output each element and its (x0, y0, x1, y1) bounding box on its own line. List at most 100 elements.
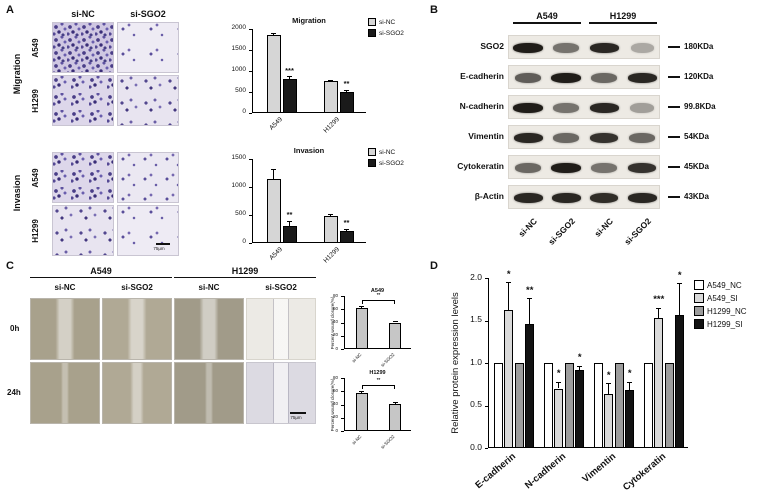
blot-band (514, 73, 542, 83)
mw-label: 54KDa (684, 132, 709, 141)
significance-marker: * (506, 268, 511, 280)
bar-A549_SI-Cytokeratin (654, 317, 664, 448)
panel-b-header-a549: A549 (513, 11, 581, 24)
legend-swatch (368, 159, 376, 167)
bar-series0-si-NC (355, 307, 368, 349)
error-bar-cap (271, 169, 276, 171)
y-tick-label: 80 (332, 374, 338, 380)
blot-strip (508, 65, 660, 89)
y-tick-label: 2.0 (470, 271, 482, 282)
blot-band (589, 133, 619, 143)
panel-a-row-label-invasion-h1299: H1299 (31, 219, 40, 243)
bar-series0-si-SGO2 (389, 322, 402, 349)
error-bar (273, 169, 274, 179)
error-bar-cap (328, 79, 333, 81)
y-tick-label: 0.5 (470, 399, 482, 410)
plot-area: *** ** (252, 29, 366, 113)
y-tick-mark (249, 159, 252, 160)
legend-item: si-SGO2 (368, 159, 404, 167)
error-bar (289, 220, 290, 226)
error-bar-cap (677, 283, 683, 285)
blot-band (630, 43, 654, 53)
error-bar-cap (287, 220, 292, 222)
blot-band (513, 133, 543, 143)
significance-marker: ** (526, 284, 534, 296)
bar-A549_NC-N-cadherin (543, 363, 553, 448)
legend-label: si-SGO2 (379, 159, 404, 167)
legend-label: si-NC (379, 18, 396, 26)
protein-label: E-cadherin (460, 71, 504, 81)
legend-swatch (368, 18, 376, 26)
blot-strip (508, 125, 660, 149)
legend-label: si-NC (379, 148, 396, 156)
protein-label: β-Actin (474, 191, 504, 201)
significance-marker: * (606, 369, 611, 381)
transwell-image-migration-h1299-si-nc (52, 75, 114, 126)
significance-marker: * (677, 269, 682, 281)
bar-A549_NC-Cytokeratin (643, 363, 653, 448)
chart-legend: si-NC si-SGO2 (368, 148, 404, 170)
blot-band (553, 43, 579, 53)
legend-label: H1299_NC (707, 306, 747, 316)
bar-A549_SI-Vimentin (604, 394, 614, 448)
bar-A549_SI-N-cadherin (554, 388, 564, 448)
blot-band (629, 133, 655, 143)
bar-si-SGO2-A549 (282, 225, 297, 243)
wound-closure-a549-bar-chart: A549 Percent wound closure(%) ** 0 20 40 60 80 s… (328, 288, 414, 368)
y-tick-mark (341, 391, 344, 393)
blot-band (627, 163, 657, 173)
panel-a-group-label-migration: Migration (12, 53, 22, 95)
error-bar-cap (392, 320, 398, 322)
transwell-image-invasion-a549-si-sgo2 (117, 152, 179, 203)
significance-marker: * (627, 368, 632, 380)
y-tick-label: 0 (242, 108, 246, 116)
significance-marker: ** (376, 292, 381, 298)
chart-title: Migration (292, 16, 326, 25)
transwell-image-invasion-h1299-si-sgo2 (117, 205, 179, 256)
mw-tick (668, 46, 680, 48)
mw-label: 120KDa (684, 72, 714, 81)
blot-strip (508, 155, 660, 179)
y-tick-label: 1500 (231, 45, 246, 53)
panel-c-subheader-si-sgo2-2: si-SGO2 (265, 283, 297, 292)
bar-H1299_NC-N-cadherin (564, 363, 574, 448)
y-tick-mark (249, 243, 252, 244)
error-bar-cap (577, 365, 583, 367)
bar-si-SGO2-H1299 (339, 91, 354, 113)
y-tick-mark (249, 215, 252, 216)
error-bar-cap (506, 282, 512, 284)
legend-item: H1299_NC (694, 306, 747, 316)
y-tick-mark (249, 29, 252, 30)
bar-si-NC-A549 (266, 178, 281, 243)
wound-closure-h1299-bar-chart: H1299 Percent wound closure(%) ** 0 20 40 60 80… (328, 370, 414, 450)
panel-b-lane-label-1: si-NC (516, 216, 540, 239)
y-tick-mark (341, 431, 344, 432)
y-tick-label: 40 (332, 319, 338, 325)
x-tick-label: Cytokeratin (620, 451, 669, 494)
mw-tick (668, 136, 680, 138)
blot-band (551, 73, 581, 83)
panel-c-subheader-si-nc-1: si-NC (54, 283, 76, 292)
error-bar (508, 282, 510, 311)
error-bar (679, 283, 681, 316)
legend-item: si-SGO2 (368, 29, 404, 37)
invasion-bar-chart: Invasion ** ** 0 500 1000 1500 A549 H1299 si-NC si… (222, 146, 412, 264)
panel-a-row-label-migration-a549: A549 (31, 38, 40, 58)
blot-band (627, 73, 657, 83)
panel-c-subheader-si-nc-2: si-NC (198, 283, 220, 292)
y-tick-label: 0.0 (470, 441, 482, 452)
mw-tick (668, 166, 680, 168)
panel-b-lane-label-3: si-NC (592, 216, 616, 239)
blot-band (551, 193, 581, 203)
chart-title: Invasion (293, 146, 325, 155)
protein-label: Cytokeratin (457, 161, 504, 171)
error-bar-cap (556, 381, 562, 383)
y-tick-mark (249, 187, 252, 188)
wound-image-h1299-si-sgo2-0h (246, 298, 316, 360)
bar-si-NC-H1299 (323, 81, 338, 113)
legend-swatch (694, 293, 704, 303)
y-tick-label: 1000 (231, 182, 246, 190)
blot-band (630, 103, 654, 113)
y-tick-label: 500 (235, 87, 246, 95)
blot-strip (508, 95, 660, 119)
